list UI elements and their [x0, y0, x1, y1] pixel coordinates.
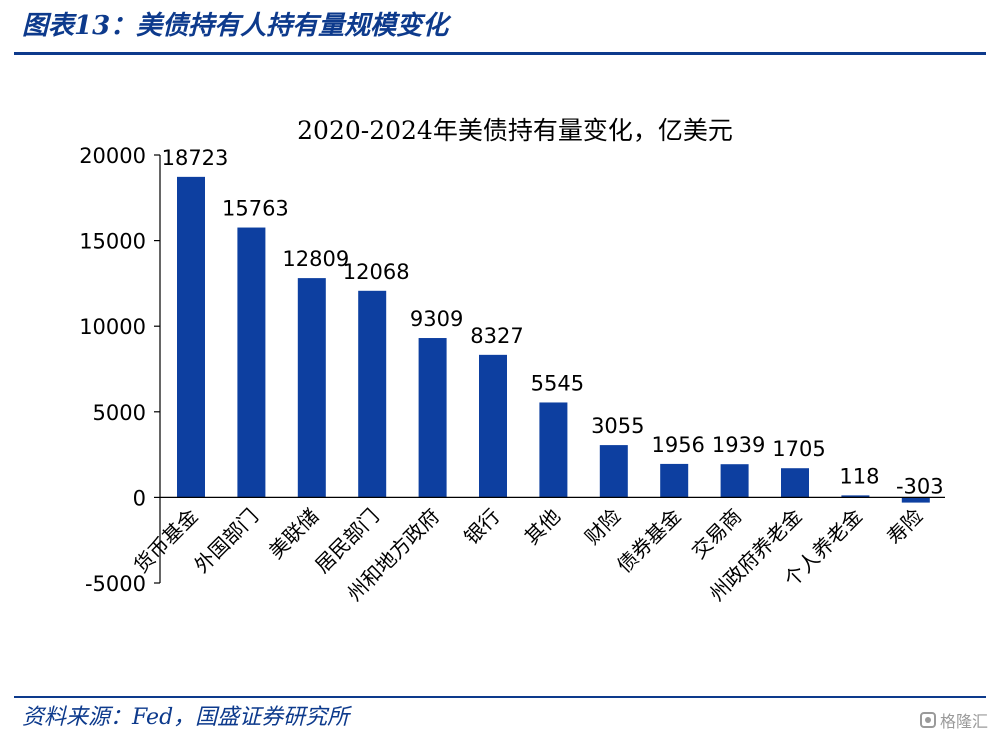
- bars: [177, 176, 930, 503]
- y-tick-label: 0: [133, 486, 146, 510]
- category-label: 债券基金: [612, 504, 686, 578]
- data-label: 1705: [772, 437, 825, 461]
- y-tick-label: 10000: [79, 315, 146, 339]
- data-label: 8327: [470, 324, 523, 348]
- data-label: 12068: [343, 260, 410, 284]
- bar: [660, 463, 689, 498]
- bar: [297, 278, 326, 498]
- y-axis: -5000 0 5000 10000 15000 20000: [79, 144, 161, 596]
- bar-chart: 2020-2024年美债持有量变化，亿美元 -5000 0 5000 10000 150…: [79, 116, 945, 606]
- bar: [599, 445, 628, 498]
- category-label: 寿险: [882, 504, 927, 549]
- figure-header: 图表13：美债持有人持有量规模变化: [22, 11, 449, 41]
- bar: [237, 227, 266, 498]
- chart-title: 2020-2024年美债持有量变化，亿美元: [297, 116, 733, 145]
- bar: [720, 464, 749, 498]
- category-label: 交易商: [687, 504, 746, 563]
- category-label: 财险: [580, 504, 625, 549]
- y-tick-label: 20000: [79, 144, 146, 168]
- data-label: 5545: [531, 371, 584, 395]
- data-label: 1956: [651, 433, 704, 457]
- data-label: -303: [896, 474, 944, 498]
- y-tick-label: 15000: [79, 230, 146, 254]
- data-label: 12809: [282, 247, 349, 271]
- data-label: 118: [839, 464, 879, 488]
- category-label: 外国部门: [189, 504, 263, 578]
- data-label: 1939: [712, 433, 765, 457]
- bar: [781, 468, 809, 498]
- footer-rule: [14, 696, 986, 698]
- bar: [479, 354, 507, 498]
- y-tick-label: 5000: [93, 401, 146, 425]
- bar: [177, 176, 205, 498]
- bar: [539, 402, 568, 498]
- category-label: 银行: [459, 504, 504, 549]
- bar: [418, 338, 447, 498]
- bar: [901, 497, 930, 503]
- data-label: 18723: [162, 146, 229, 170]
- watermark: 格隆汇: [919, 708, 988, 732]
- y-tick-label: -5000: [85, 572, 146, 596]
- header-rule: [14, 52, 986, 55]
- category-label: 货币基金: [129, 504, 203, 578]
- data-label: 15763: [222, 197, 289, 221]
- data-label: 3055: [591, 414, 644, 438]
- source-note: 资料来源：Fed，国盛证券研究所: [22, 705, 350, 730]
- data-label: 9309: [410, 307, 463, 331]
- bar: [841, 495, 870, 498]
- category-label: 其他: [520, 504, 565, 549]
- gelonghui-logo-icon: [919, 712, 936, 728]
- category-label: 美联储: [264, 504, 323, 563]
- bar: [358, 290, 387, 498]
- watermark-text: 格隆汇: [939, 712, 988, 731]
